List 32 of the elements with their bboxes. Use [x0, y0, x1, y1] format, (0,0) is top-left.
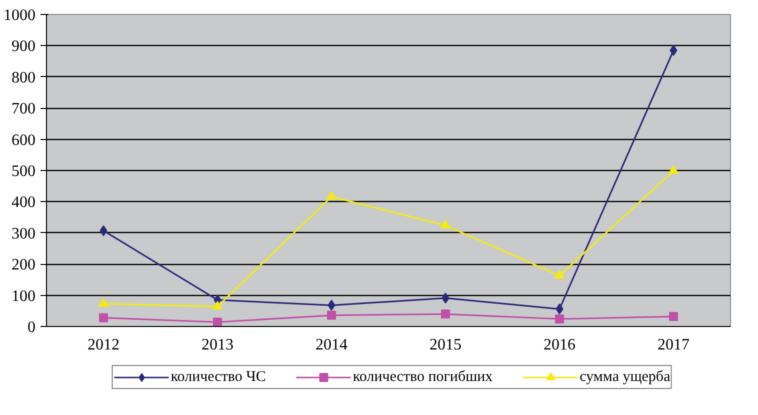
y-tick-label: 200 — [12, 256, 36, 274]
legend-label: количество погибших — [352, 368, 493, 386]
y-tick-label: 900 — [12, 38, 36, 56]
point — [554, 270, 564, 279]
y-tick-label: 700 — [12, 100, 36, 118]
y-tick-label: 100 — [12, 288, 36, 305]
y-tick-label: 500 — [12, 163, 36, 180]
point — [668, 165, 678, 174]
point — [441, 310, 450, 319]
x-tick-label: 2017 — [658, 336, 690, 354]
x-tick-label: 2012 — [88, 336, 120, 354]
point — [212, 300, 222, 310]
x-tick-label: 2014 — [316, 336, 348, 354]
y-tick-label: 600 — [12, 132, 36, 149]
legend-label: количество ЧС — [170, 368, 266, 386]
point — [555, 314, 564, 324]
x-tick-label: 2015 — [430, 336, 462, 354]
y-tick-label: 800 — [12, 69, 36, 86]
y-tick-label: 400 — [12, 194, 36, 212]
point — [98, 298, 108, 307]
point — [326, 191, 336, 200]
point — [669, 312, 678, 322]
point — [440, 220, 450, 229]
point — [213, 318, 222, 326]
y-tick-label: 1000 — [4, 7, 36, 24]
x-tick-label: 2013 — [202, 336, 234, 354]
y-tick-label: 300 — [12, 225, 36, 242]
point — [327, 310, 336, 320]
y-tick-label: 0 — [28, 319, 36, 336]
x-tick-label: 2016 — [544, 336, 576, 354]
legend-label: сумма ущерба — [580, 368, 670, 386]
point — [99, 313, 108, 322]
